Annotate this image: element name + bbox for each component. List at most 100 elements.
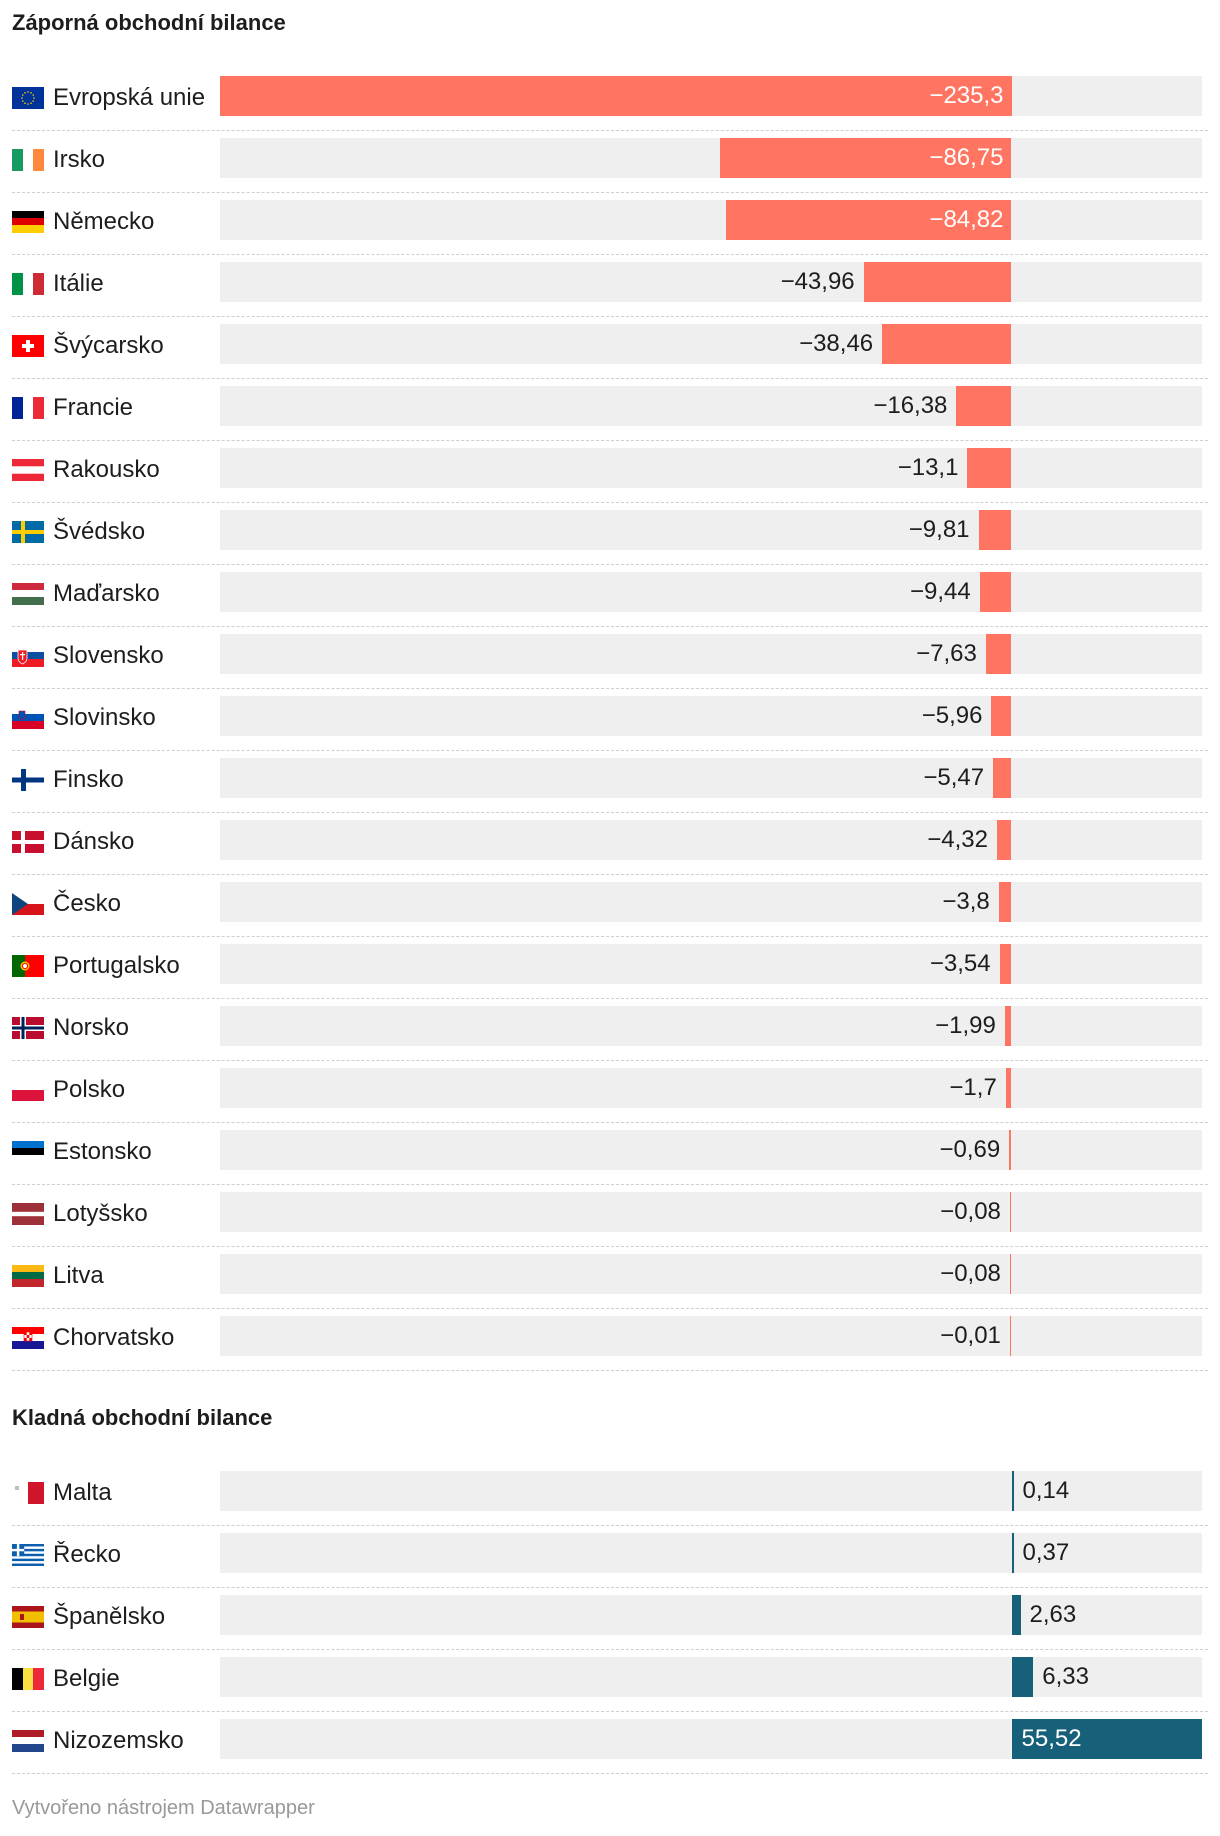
bar [985, 634, 1012, 674]
flag-hu-icon [12, 583, 44, 605]
chart-row: Maďarsko −9,44 [12, 565, 1208, 627]
chart-row: Evropská unie −235,3 [12, 69, 1208, 131]
bar [882, 324, 1012, 364]
country-label: Německo [53, 208, 155, 235]
value-label: 2,63 [1029, 1601, 1077, 1628]
bar [1011, 1471, 1014, 1511]
bar-track: −9,44 [220, 572, 1202, 612]
chart-row: Španělsko 2,63 [12, 1588, 1208, 1650]
value-label: −0,08 [940, 1198, 1001, 1225]
country-label: Estonsko [53, 1138, 152, 1165]
country-label: Španělsko [53, 1603, 166, 1630]
bar [993, 758, 1012, 798]
value-label: −84,82 [929, 206, 1004, 233]
flag-be-icon [12, 1668, 44, 1690]
flag-sk-icon [12, 645, 44, 667]
value-label: −235,3 [929, 82, 1004, 109]
flag-lv-icon [12, 1203, 44, 1225]
chart-row: Lotyšsko −0,08 [12, 1185, 1208, 1247]
bar [996, 820, 1012, 860]
bar-track: −38,46 [220, 324, 1202, 364]
chart-row: Portugalsko −3,54 [12, 937, 1208, 999]
bar-track: −7,63 [220, 634, 1202, 674]
bar-track: −84,82 [220, 200, 1202, 240]
bar-track: −0,08 [220, 1254, 1202, 1294]
value-label: −16,38 [873, 392, 948, 419]
flag-fr-icon [12, 397, 44, 419]
value-label: 0,14 [1022, 1477, 1070, 1504]
value-label: −43,96 [780, 268, 855, 295]
value-label: −38,46 [799, 330, 874, 357]
value-label: −3,54 [929, 950, 991, 977]
bar [1005, 1068, 1012, 1108]
country-label: Slovinsko [53, 704, 156, 731]
flag-de-icon [12, 211, 44, 233]
flag-pt-icon [12, 955, 44, 977]
flag-se-icon [12, 521, 44, 543]
value-label: −86,75 [929, 144, 1004, 171]
bar [978, 510, 1012, 550]
flag-no-icon [12, 1017, 44, 1039]
value-label: −9,44 [910, 578, 971, 605]
country-label: Rakousko [53, 456, 160, 483]
flag-nl-icon [12, 1730, 44, 1752]
country-label: Lotyšsko [53, 1200, 148, 1227]
chart-row: Malta 0,14 [12, 1464, 1208, 1526]
bar [1009, 1130, 1012, 1170]
country-label: Evropská unie [53, 84, 206, 111]
flag-ee-icon [12, 1141, 44, 1163]
chart-row: Norsko −1,99 [12, 999, 1208, 1061]
bar-track: −86,75 [220, 138, 1202, 178]
country-label: Řecko [53, 1541, 122, 1568]
chart-row: Nizozemsko 55,52 [12, 1712, 1208, 1774]
flag-pl-icon [12, 1079, 44, 1101]
country-label: Švédsko [53, 518, 146, 545]
bar-track: −0,69 [220, 1130, 1202, 1170]
bar-track: −16,38 [220, 386, 1202, 426]
flag-gr-icon [12, 1544, 44, 1566]
chart-row: Švédsko −9,81 [12, 503, 1208, 565]
country-label: Česko [53, 890, 122, 917]
value-label: −9,81 [908, 516, 970, 543]
flag-mt-icon [12, 1482, 44, 1504]
bar [726, 200, 1012, 240]
value-label: −0,69 [939, 1136, 1001, 1163]
flag-eu-icon [12, 87, 44, 109]
chart-row: Česko −3,8 [12, 875, 1208, 937]
chart-row: Rakousko −13,1 [12, 441, 1208, 503]
flag-es-icon [12, 1606, 44, 1628]
flag-ch-icon [12, 335, 44, 357]
bar-track: 0,14 [220, 1471, 1202, 1511]
country-label: Dánsko [53, 828, 135, 855]
bar-track: 6,33 [220, 1657, 1202, 1697]
value-label: 6,33 [1042, 1663, 1089, 1690]
flag-lt-icon [12, 1265, 44, 1287]
bar-track: 0,37 [220, 1533, 1202, 1573]
value-label: −1,99 [935, 1012, 996, 1039]
bar [1009, 1316, 1012, 1356]
section-title-positive: Kladná obchodní bilance [12, 1405, 273, 1430]
chart-row: Itálie −43,96 [12, 255, 1208, 317]
chart-row: Litva −0,08 [12, 1247, 1208, 1309]
country-label: Francie [53, 394, 134, 421]
bar [1009, 1192, 1012, 1232]
chart-row: Polsko −1,7 [12, 1061, 1208, 1123]
bar-track: −0,08 [220, 1192, 1202, 1232]
value-label: −4,32 [927, 826, 988, 853]
bar-track: −1,7 [220, 1068, 1202, 1108]
chart-row: Slovinsko −5,96 [12, 689, 1208, 751]
chart-row: Dánsko −4,32 [12, 813, 1208, 875]
bar [956, 386, 1012, 426]
bar-track: −3,54 [220, 944, 1202, 984]
bar [999, 944, 1012, 984]
value-label: −0,08 [940, 1260, 1001, 1287]
bar [1011, 1533, 1014, 1573]
value-label: −5,96 [921, 702, 983, 729]
country-label: Slovensko [53, 642, 164, 669]
flag-cz-icon [12, 893, 44, 915]
value-label: −1,7 [949, 1074, 997, 1101]
value-label: −3,8 [942, 888, 990, 915]
footer-credit: Vytvořeno nástrojem Datawrapper [12, 1797, 315, 1819]
chart-row: Belgie 6,33 [12, 1650, 1208, 1712]
bar-track: −3,8 [220, 882, 1202, 922]
